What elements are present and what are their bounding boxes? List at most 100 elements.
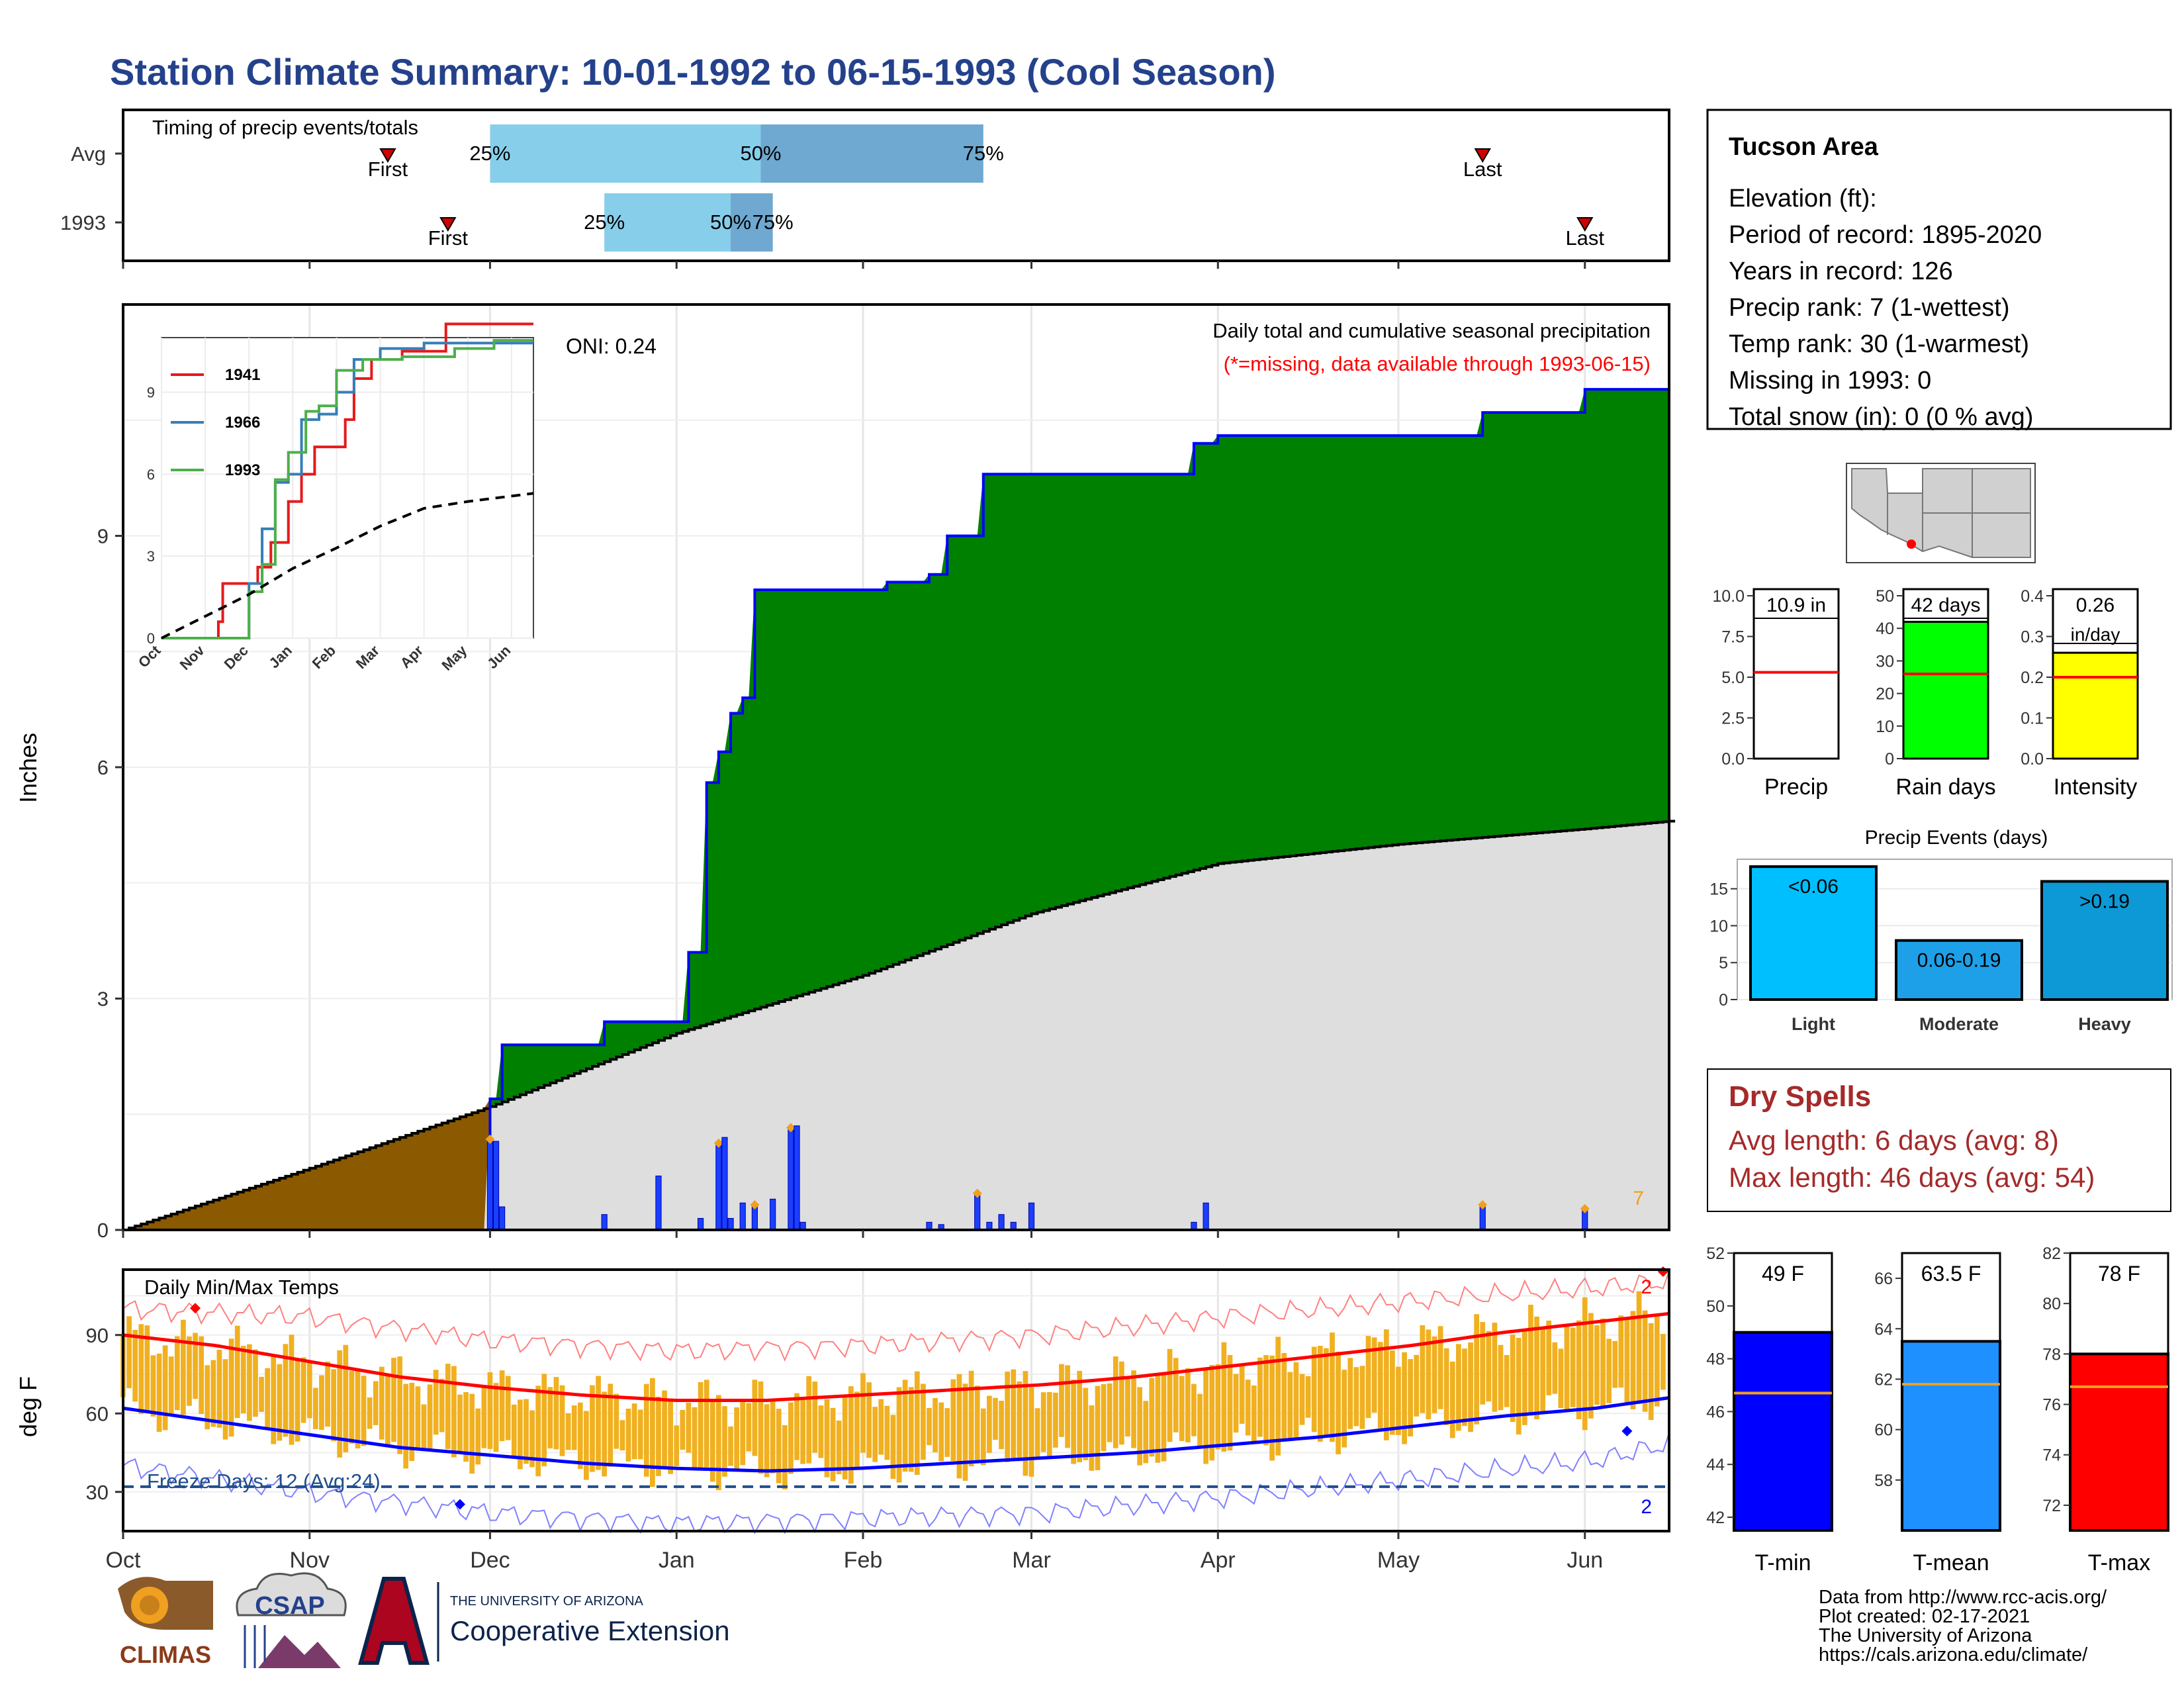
daily-precip-bar [715,1145,722,1231]
temp-ylabel: deg F [15,1376,42,1437]
daily-temp-bar [331,1369,336,1442]
daily-temp-bar [1570,1327,1576,1407]
daily-temp-bar [921,1383,926,1460]
daily-temp-bar [1516,1337,1522,1435]
daily-temp-bar [848,1386,854,1484]
precip-daily-bars [485,1123,1590,1231]
daily-temp-bar [1028,1387,1034,1477]
daily-temp-bar [1414,1354,1420,1417]
locator-map [1846,463,2036,563]
daily-temp-bar [643,1383,649,1477]
first-event-label: First [368,158,408,181]
daily-temp-bar [625,1408,631,1462]
daily-temp-bar [349,1370,355,1444]
daily-temp-bar [403,1383,409,1469]
daily-temp-bar [662,1390,667,1470]
daily-temp-bar [1377,1342,1383,1429]
timing-q75-label: 75% [963,142,1004,165]
daily-temp-bar [391,1358,396,1442]
last-event-marker [1576,217,1594,232]
dry-spells-box: Dry Spells Avg length: 6 days (avg: 8) M… [1707,1068,2171,1212]
temp-panel: 30 60 90 Oct Nov Dec Jan Feb Mar Apr May Jun Daily … [15,1266,1670,1573]
month-x-tick-label: Jun [1567,1548,1603,1573]
daily-temp-bar [1396,1366,1401,1435]
mini-bar-y-tick-label: 2.5 [1721,710,1745,728]
daily-temp-bar [181,1319,186,1415]
daily-temp-bar [872,1407,878,1462]
timing-q25-q50-bar [490,124,761,183]
daily-precip-bar [1479,1206,1486,1231]
average-cumulative-area [123,821,1669,1230]
daily-temp-bar [385,1374,390,1445]
daily-temp-bar [1546,1320,1552,1395]
inset-y-tick-label: 6 [147,466,155,483]
daily-temp-bar [493,1383,499,1452]
precip-ylabel: Inches [15,733,42,803]
daily-temp-bar [1227,1355,1233,1451]
daily-temp-bar [1534,1316,1539,1420]
average-cumulative-line [123,820,1676,1231]
csap-mountain [258,1635,341,1668]
csap-cloud [236,1572,347,1617]
daily-temp-bar [758,1381,764,1474]
daily-precip-bar [698,1218,704,1231]
mini-bar-y-tick-label: 0.4 [2021,587,2044,606]
daily-temp-bar [1149,1378,1155,1457]
daily-precip-bar [601,1214,608,1231]
mini-bar-category-label: Precip [1764,774,1828,800]
daily-temp-bar [1293,1362,1299,1440]
mini-bar-y-tick-label: 0.0 [1721,750,1745,769]
daily-temp-bar [674,1425,680,1467]
daily-temp-bar [1558,1348,1564,1408]
daily-temp-bar [776,1409,782,1483]
daily-temp-bar [505,1376,511,1440]
timing-panel: Timing of precip events/totals 25% 50% 75%… [60,109,1670,269]
precip-y-tick-label: 3 [97,988,109,1011]
surplus-area [490,389,1669,1107]
station-box-frame [1706,109,2172,430]
daily-temp-bar [1305,1376,1311,1418]
daily-temp-bar [1311,1346,1317,1432]
daily-temp-bar [1510,1335,1516,1423]
temp-bar-y-tick-label: 72 [2042,1497,2061,1515]
daily-temp-bar [1034,1408,1040,1460]
mini-bar-intensity [2052,651,2139,760]
daily-temp-bar [1408,1359,1414,1436]
month-x-tick-label: Mar [1012,1548,1051,1573]
temp-y-tick-label: 90 [86,1324,109,1347]
timing-q25-label: 25% [469,142,510,165]
footer-line: Data from http://www.rcc-acis.org/ [1819,1587,2107,1608]
daily-temp-bar [1426,1329,1432,1420]
heavy-event-marker [750,1200,760,1210]
events-y-tick-label: 0 [1719,991,1728,1009]
daily-temp-bar [565,1413,571,1450]
daily-temp-bar [1576,1320,1582,1420]
events-bar-label: <0.06 [1788,876,1839,898]
temp-panel-frame [122,1268,1670,1532]
daily-temp-bar [950,1379,956,1461]
mini-bar-y-tick-label: 0.2 [2021,669,2044,687]
daily-temp-bar [619,1420,625,1451]
daily-precip-bar [655,1175,662,1231]
daily-temp-bar [818,1405,824,1458]
temp-bar-y-tick-label: 52 [1706,1244,1725,1263]
daily-temp-bar [1053,1392,1058,1448]
inset-legend-label: 1993 [225,461,260,479]
daily-temp-bar [1125,1378,1130,1437]
daily-precip-bar [998,1214,1005,1231]
daily-temp-bar [884,1405,890,1460]
daily-temp-bar [1582,1297,1588,1430]
heavy-event-marker [485,1135,495,1145]
daily-temp-bar [216,1350,222,1428]
daily-temp-bar [1251,1385,1257,1442]
daily-temp-bar [547,1387,553,1449]
events-bar-label: 0.06-0.19 [1917,950,2001,972]
daily-temp-bar [1191,1383,1197,1436]
summary-mini-bars: 10.9 in 0.0 2.5 5.0 7.5 10.0 Precip 42 days 0 10 2… [1712,587,2139,800]
record-low-marker [455,1499,466,1510]
daily-temp-bar [1118,1361,1124,1445]
daily-temp-bar [1600,1318,1606,1407]
temp-bar-y-tick-label: 82 [2042,1244,2061,1263]
mini-bar-y-tick-label: 0.1 [2021,710,2044,728]
map-borders [1887,469,2030,557]
